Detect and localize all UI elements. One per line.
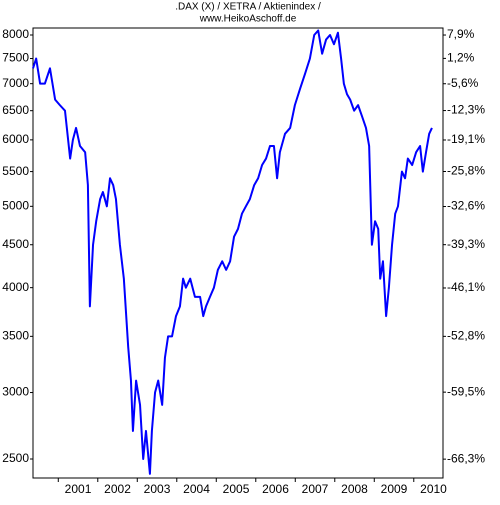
y2-tick-label: -52,8%	[447, 329, 485, 343]
x-tick-label: 2002	[104, 482, 131, 496]
y2-tick-label: -32,6%	[447, 199, 485, 213]
x-tick-label: 2009	[381, 482, 408, 496]
x-tick-label: 2010	[420, 482, 447, 496]
y-tick-label: 3000	[2, 385, 29, 399]
y-tick-label: 7000	[2, 76, 29, 90]
x-tick-label: 2003	[144, 482, 171, 496]
y-tick-label: 5000	[2, 198, 29, 212]
y-tick-label: 8000	[2, 27, 29, 41]
y2-tick-label: -19,1%	[447, 132, 485, 146]
x-tick-label: 2004	[183, 482, 210, 496]
x-tick-label: 2001	[65, 482, 92, 496]
y2-tick-label: -25,8%	[447, 164, 485, 178]
y2-tick-label: 1,2%	[447, 51, 475, 65]
x-tick-label: 2006	[262, 482, 289, 496]
y2-tick-label: -46,1%	[447, 280, 485, 294]
y2-tick-label: 7,9%	[447, 27, 475, 41]
x-tick-label: 2008	[341, 482, 368, 496]
y-tick-label: 4500	[2, 237, 29, 251]
y2-tick-label: -66,3%	[447, 451, 485, 465]
y-tick-label: 3500	[2, 329, 29, 343]
y2-tick-label: -39,3%	[447, 237, 485, 251]
y2-tick-label: -59,5%	[447, 384, 485, 398]
x-tick-label: 2007	[302, 482, 329, 496]
y2-tick-label: -5,6%	[447, 76, 479, 90]
chart-subtitle: www.HeikoAschoff.de	[199, 14, 297, 25]
y2-tick-label: -12,3%	[447, 103, 485, 117]
data-line	[32, 29, 433, 475]
y-tick-label: 5500	[2, 164, 29, 178]
x-tick-label: 2005	[223, 482, 250, 496]
plot-frame	[32, 27, 444, 479]
y-tick-label: 2500	[2, 451, 29, 465]
y-tick-label: 6500	[2, 103, 29, 117]
chart-title: .DAX (X) / XETRA / Aktienindex /	[175, 2, 321, 13]
y-tick-label: 4000	[2, 280, 29, 294]
y-tick-label: 7500	[2, 51, 29, 65]
y-tick-label: 6000	[2, 132, 29, 146]
